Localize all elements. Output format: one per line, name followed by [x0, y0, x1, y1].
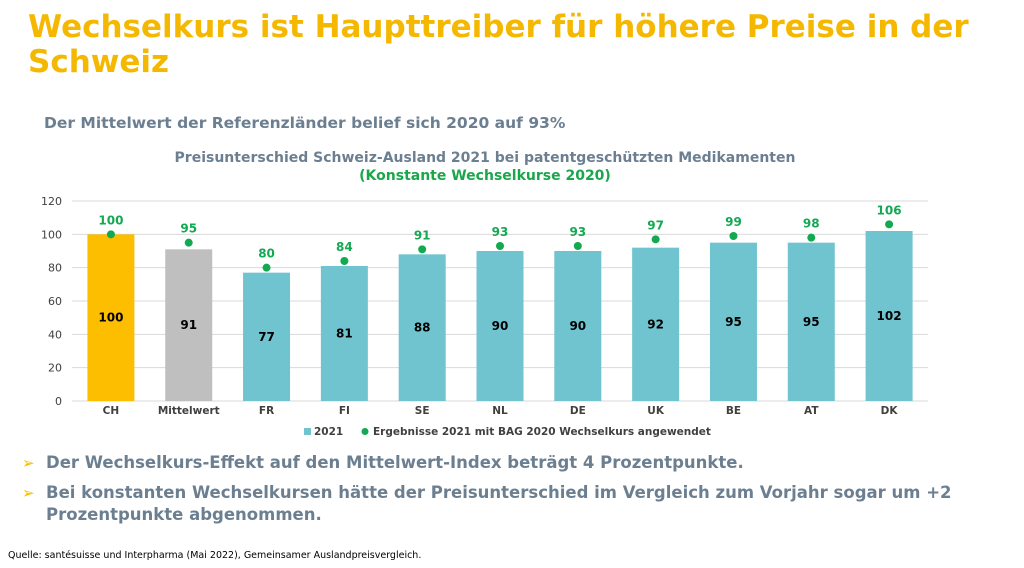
page-subtitle: Der Mittelwert der Referenzländer belief…: [44, 114, 566, 132]
legend-bar-swatch: [304, 428, 311, 435]
dot-value-label: 91: [414, 228, 431, 242]
bar: [165, 249, 213, 401]
dot-point: [418, 245, 427, 254]
legend-label: 2021: [314, 426, 343, 438]
x-tick-label: DK: [881, 405, 899, 417]
page-title: Wechselkurs ist Haupttreiber für höhere …: [28, 9, 969, 80]
bullet-text: Der Wechselkurs-Effekt auf den Mittelwer…: [46, 453, 744, 472]
dot-value-label: 99: [725, 215, 742, 229]
y-tick-label: 60: [48, 295, 62, 308]
dot-value-label: 98: [803, 217, 820, 231]
dot-point: [729, 232, 738, 240]
x-tick-label: NL: [492, 405, 508, 417]
dot-value-label: 93: [569, 225, 586, 239]
x-tick-label: UK: [647, 405, 665, 417]
bar: [632, 247, 680, 401]
bar-value-label: 81: [336, 327, 353, 341]
bullet-text: Bei konstanten Wechselkursen hätte der P…: [46, 483, 952, 524]
legend-dot-swatch: [361, 428, 369, 435]
y-tick-label: 0: [55, 395, 62, 408]
x-tick-label: FR: [259, 405, 274, 417]
dot-point: [885, 220, 894, 229]
x-tick-label: FI: [339, 405, 350, 417]
bar: [320, 266, 368, 401]
x-tick-label: SE: [415, 405, 430, 417]
bar-value-label: 95: [725, 315, 742, 329]
bullet-item: ➢ Bei konstanten Wechselkursen hätte der…: [22, 482, 982, 526]
dot-point: [807, 233, 816, 242]
chart-title: Preisunterschied Schweiz-Ausland 2021 be…: [174, 150, 796, 166]
dot-value-label: 84: [336, 240, 353, 254]
bar-value-label: 77: [258, 330, 275, 344]
bar-value-label: 95: [803, 315, 820, 329]
arrow-bullet-icon: ➢: [22, 454, 35, 472]
bullet-list: ➢ Der Wechselkurs-Effekt auf den Mittelw…: [22, 452, 982, 534]
x-tick-label: Mittelwert: [158, 405, 220, 417]
y-tick-label: 40: [48, 328, 62, 341]
bar: [787, 242, 835, 401]
y-tick-label: 100: [41, 228, 62, 241]
source-note: Quelle: santésuisse und Interpharma (Mai…: [8, 550, 422, 561]
bar: [709, 242, 757, 401]
bullet-item: ➢ Der Wechselkurs-Effekt auf den Mittelw…: [22, 452, 982, 474]
dot-point: [106, 230, 115, 239]
bar-value-label: 90: [492, 319, 509, 333]
bar: [865, 231, 913, 401]
bar-value-label: 91: [180, 318, 197, 332]
dot-point: [573, 242, 582, 250]
x-tick-label: CH: [103, 405, 120, 417]
dot-point: [340, 257, 349, 265]
dot-value-label: 97: [647, 218, 664, 232]
dot-value-label: 100: [98, 213, 123, 227]
dot-value-label: 93: [492, 225, 509, 239]
bar-chart: 0 20 40 60 80 100 120 100 CH 100 91 Mittelwert 95 77 F…: [41, 195, 928, 438]
x-tick-label: BE: [726, 405, 741, 417]
dot-value-label: 106: [877, 203, 902, 217]
bar: [398, 254, 446, 401]
bar-value-label: 90: [569, 319, 586, 333]
bar: [243, 272, 291, 401]
x-tick-label: AT: [804, 405, 819, 417]
chart-subtitle: (Konstante Wechselkurse 2020): [359, 168, 611, 184]
bar-value-label: 102: [877, 309, 902, 323]
dot-value-label: 95: [180, 222, 197, 236]
legend-label: Ergebnisse 2021 mit BAG 2020 Wechselkurs…: [373, 426, 711, 438]
dot-point: [262, 263, 271, 272]
x-tick-label: DE: [570, 405, 586, 417]
dot-value-label: 80: [258, 247, 275, 261]
bar: [476, 251, 524, 401]
bar: [87, 234, 135, 401]
bar-value-label: 88: [414, 321, 431, 335]
y-tick-label: 20: [48, 362, 62, 375]
bar: [554, 251, 602, 401]
arrow-bullet-icon: ➢: [22, 484, 35, 502]
dot-point: [184, 238, 193, 247]
bar-value-label: 100: [98, 311, 123, 325]
dot-point: [651, 235, 660, 244]
y-tick-label: 120: [41, 195, 62, 208]
bar-value-label: 92: [647, 317, 664, 331]
y-tick-label: 80: [48, 262, 62, 275]
dot-point: [496, 242, 504, 250]
